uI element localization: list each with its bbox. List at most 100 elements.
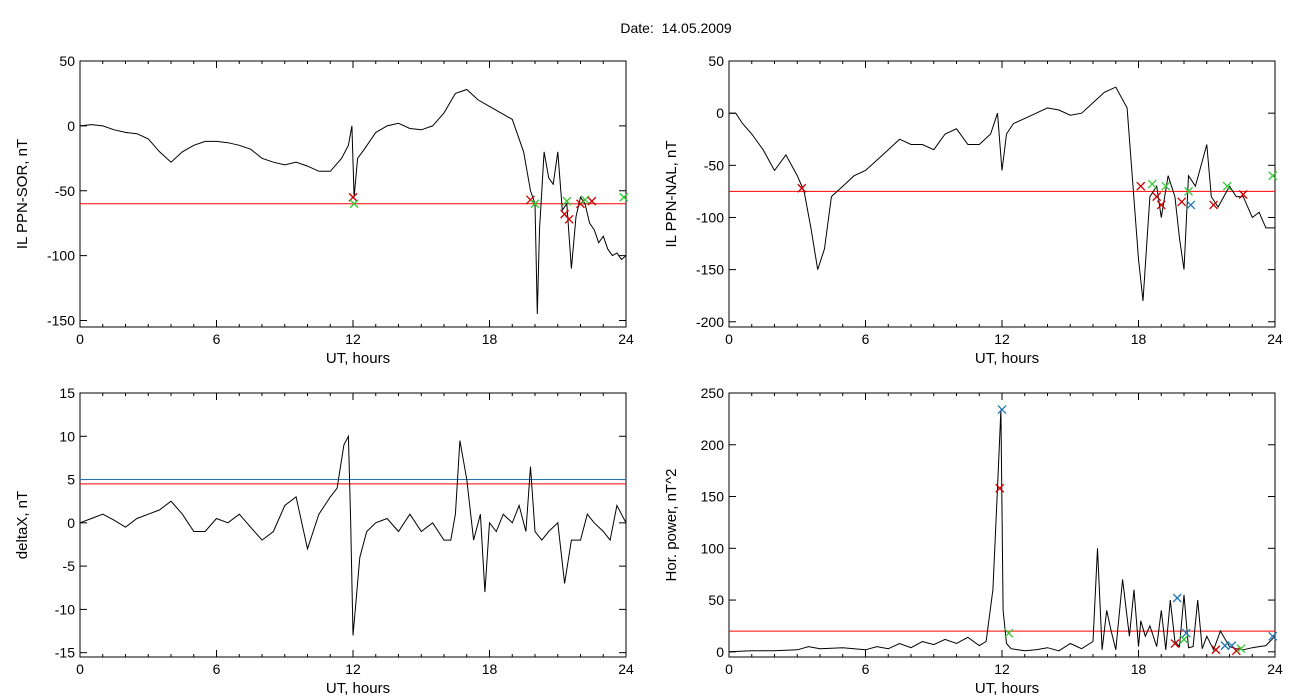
y-tick-label: 0: [716, 644, 724, 660]
y-axis-label: deltaX, nT: [14, 491, 31, 559]
series-line: [79, 88, 627, 315]
marker-stroke: [1136, 181, 1146, 191]
marker-x-red: [797, 183, 807, 193]
x-axis-label: UT, hours: [975, 350, 1039, 367]
y-tick-label: -50: [704, 157, 724, 173]
series-line: [79, 434, 627, 636]
x-tick-label: 18: [482, 661, 498, 677]
marker-x-green: [1184, 186, 1194, 196]
x-tick-label: 24: [618, 331, 634, 347]
marker-x-green: [1004, 628, 1014, 638]
marker-stroke: [580, 195, 590, 205]
y-tick-label: 100: [701, 540, 725, 556]
marker-x-blue: [1172, 593, 1182, 603]
x-axis-label: UT, hours: [326, 680, 390, 697]
x-tick-label: 6: [862, 331, 870, 347]
y-axis-label: Hor. power, nT^2: [663, 469, 680, 582]
marker-stroke: [587, 196, 597, 206]
x-tick-label: 12: [345, 331, 361, 347]
x-tick-label: 0: [76, 661, 84, 677]
marker-x-red: [1231, 646, 1241, 656]
marker-x-green: [1222, 181, 1232, 191]
chart-panel-2: 0 6 12 18 24 50 0 -50 -100 -150 -200 UT, hours IL PP…: [663, 53, 1283, 367]
marker-stroke: [1186, 200, 1196, 210]
marker-stroke: [1161, 181, 1171, 191]
marker-x-green: [580, 195, 590, 205]
marker-stroke: [562, 196, 572, 206]
marker-x-red: [564, 214, 574, 224]
marker-x-green: [530, 199, 540, 209]
marker-x-red: [1152, 192, 1162, 202]
y-tick-label: 10: [59, 428, 75, 444]
x-tick-label: 0: [725, 661, 733, 677]
marker-x-blue: [1181, 628, 1191, 638]
marker-x-green: [1147, 179, 1157, 189]
figure-date-title: Date: 14.05.2009: [620, 20, 732, 36]
x-tick-label: 18: [482, 331, 498, 347]
marker-stroke: [1211, 645, 1221, 655]
marker-stroke: [1184, 186, 1194, 196]
marker-x-red: [1170, 639, 1180, 649]
marker-x-red: [1177, 197, 1187, 207]
marker-stroke: [1156, 200, 1166, 210]
x-tick-label: 12: [345, 661, 361, 677]
marker-x-red: [587, 196, 597, 206]
x-tick-label: 24: [1267, 331, 1283, 347]
marker-stroke: [1209, 200, 1219, 210]
marker-stroke: [1179, 634, 1189, 644]
marker-x-red: [1156, 200, 1166, 210]
marker-x-blue: [1186, 200, 1196, 210]
y-tick-label: 15: [59, 385, 75, 401]
marker-x-green: [1236, 644, 1246, 654]
y-tick-label: -10: [55, 601, 75, 617]
plot-frame: [728, 60, 1276, 328]
chart-panel-4: 0 6 12 18 24 250 200 150 100 50 0 UT, hours Hor. pow…: [663, 385, 1283, 697]
marker-x-green: [619, 192, 629, 202]
marker-stroke: [1177, 197, 1187, 207]
marker-x-red: [995, 483, 1005, 493]
y-tick-label: 0: [67, 118, 75, 134]
marker-stroke: [1152, 192, 1162, 202]
y-tick-label: -50: [55, 183, 75, 199]
marker-x-green: [1179, 634, 1189, 644]
series-line: [728, 409, 1276, 653]
marker-x-green: [1268, 171, 1278, 181]
marker-stroke: [797, 183, 807, 193]
x-tick-label: 0: [76, 331, 84, 347]
marker-stroke: [1222, 181, 1232, 191]
marker-x-blue: [997, 405, 1007, 415]
marker-stroke: [997, 405, 1007, 415]
marker-stroke: [1172, 593, 1182, 603]
marker-x-blue: [1268, 631, 1278, 641]
x-tick-label: 12: [994, 661, 1010, 677]
marker-x-green: [1161, 181, 1171, 191]
marker-stroke: [1268, 171, 1278, 181]
marker-stroke: [995, 483, 1005, 493]
chart-panel-1: 0 6 12 18 24 50 0 -50 -100 -150 UT, hours IL PPN-SO…: [14, 53, 634, 367]
x-tick-label: 18: [1131, 661, 1147, 677]
marker-x-green: [349, 199, 359, 209]
x-tick-label: 18: [1131, 331, 1147, 347]
y-tick-label: 0: [716, 105, 724, 121]
marker-stroke: [1231, 646, 1241, 656]
marker-stroke: [1227, 641, 1237, 651]
marker-x-red: [1211, 645, 1221, 655]
y-tick-label: 150: [701, 489, 725, 505]
marker-stroke: [619, 192, 629, 202]
y-tick-label: -150: [696, 262, 724, 278]
marker-stroke: [530, 199, 540, 209]
y-tick-label: -150: [47, 313, 75, 329]
marker-stroke: [1170, 639, 1180, 649]
marker-stroke: [1238, 190, 1248, 199]
marker-stroke: [1181, 628, 1191, 638]
y-tick-label: 50: [708, 592, 724, 608]
y-tick-label: 5: [67, 472, 75, 488]
plot-frame: [79, 60, 627, 328]
series-line: [729, 86, 1275, 301]
marker-stroke: [1236, 644, 1246, 654]
y-tick-label: -15: [55, 645, 75, 661]
x-tick-label: 0: [725, 331, 733, 347]
y-tick-label: 200: [701, 437, 725, 453]
marker-x-red: [1238, 190, 1248, 199]
